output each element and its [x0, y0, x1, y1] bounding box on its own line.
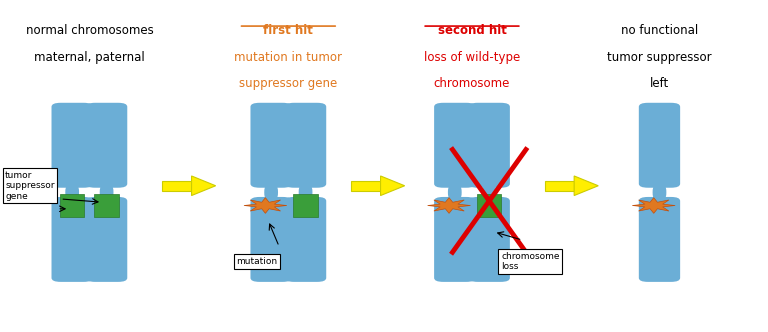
Bar	[351, 181, 381, 191]
FancyBboxPatch shape	[639, 197, 680, 282]
Text: second hit: second hit	[438, 25, 506, 38]
Text: mutation: mutation	[237, 257, 277, 266]
Ellipse shape	[448, 180, 462, 205]
Ellipse shape	[482, 180, 496, 205]
Polygon shape	[428, 198, 471, 213]
FancyBboxPatch shape	[86, 197, 127, 282]
Polygon shape	[381, 176, 405, 196]
Text: tumor
suppressor
gene: tumor suppressor gene	[5, 171, 55, 201]
FancyBboxPatch shape	[468, 197, 510, 282]
Text: suppressor gene: suppressor gene	[239, 77, 337, 90]
FancyBboxPatch shape	[468, 103, 510, 188]
Text: normal chromosomes: normal chromosomes	[25, 25, 154, 38]
Bar	[477, 194, 502, 217]
Bar	[545, 181, 574, 191]
Ellipse shape	[299, 180, 313, 205]
Text: chromosome
loss: chromosome loss	[501, 252, 560, 271]
Text: maternal, paternal: maternal, paternal	[34, 51, 144, 64]
Bar	[60, 194, 84, 217]
Ellipse shape	[65, 180, 79, 205]
Bar	[293, 194, 318, 217]
Bar	[162, 181, 191, 191]
Polygon shape	[191, 176, 216, 196]
Polygon shape	[632, 198, 675, 213]
Text: left: left	[650, 77, 669, 90]
FancyBboxPatch shape	[434, 103, 475, 188]
FancyBboxPatch shape	[250, 197, 292, 282]
FancyBboxPatch shape	[86, 103, 127, 188]
FancyBboxPatch shape	[434, 197, 475, 282]
Polygon shape	[574, 176, 598, 196]
FancyBboxPatch shape	[285, 103, 326, 188]
Text: no functional: no functional	[621, 25, 698, 38]
FancyBboxPatch shape	[285, 197, 326, 282]
Text: loss of wild-type: loss of wild-type	[424, 51, 520, 64]
Ellipse shape	[264, 180, 278, 205]
Text: tumor suppressor: tumor suppressor	[607, 51, 712, 64]
Bar	[94, 194, 119, 217]
FancyBboxPatch shape	[639, 103, 680, 188]
FancyBboxPatch shape	[51, 103, 93, 188]
FancyBboxPatch shape	[250, 103, 292, 188]
Text: first hit: first hit	[263, 25, 313, 38]
Text: mutation in tumor: mutation in tumor	[234, 51, 343, 64]
Ellipse shape	[653, 180, 667, 205]
Ellipse shape	[100, 180, 114, 205]
Polygon shape	[244, 198, 286, 213]
FancyBboxPatch shape	[51, 197, 93, 282]
Text: chromosome: chromosome	[434, 77, 510, 90]
